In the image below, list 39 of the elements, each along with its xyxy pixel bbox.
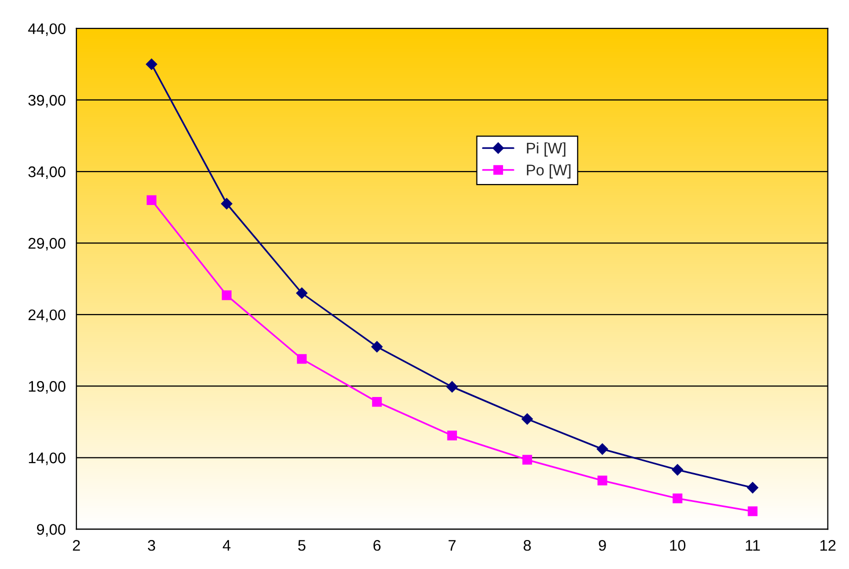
y-tick-label: 9,00	[36, 524, 66, 537]
point	[146, 195, 156, 205]
y-tick-label: 19,00	[28, 380, 66, 394]
x-tick-label: 6	[373, 540, 381, 551]
point	[747, 482, 758, 494]
point	[221, 198, 232, 210]
x-tick-label: 5	[298, 540, 306, 551]
point	[596, 443, 608, 455]
point	[296, 288, 308, 299]
x-tick-label: 2	[72, 540, 80, 551]
x-tick-label: 11	[746, 540, 760, 551]
x-tick-label: 9	[598, 540, 606, 551]
x-tick-label: 4	[222, 540, 230, 551]
x-tick-label: 10	[670, 540, 686, 551]
y-tick-label: 14,00	[28, 452, 66, 466]
point	[296, 354, 307, 364]
y-tick-label: 34,00	[28, 166, 66, 180]
point	[371, 341, 383, 352]
point	[748, 506, 758, 516]
x-tick-label: 12	[820, 540, 836, 551]
point	[446, 381, 458, 392]
point	[522, 413, 533, 425]
point	[447, 430, 457, 440]
y-tick-label: 39,00	[28, 94, 66, 108]
y-tick-label: 24,00	[28, 309, 66, 322]
point	[672, 464, 684, 476]
point	[598, 476, 608, 486]
legend-label: Pi [W]	[526, 142, 566, 157]
x-tick-label: 8	[524, 540, 531, 551]
x-tick-label: 7	[448, 540, 456, 551]
point	[672, 494, 682, 504]
x-tick-label: 3	[148, 540, 156, 551]
point	[146, 58, 158, 70]
legend-label: Po [W]	[526, 164, 570, 178]
y-tick-label: 29,00	[28, 238, 66, 251]
point	[522, 454, 532, 465]
point	[372, 396, 382, 407]
point	[222, 290, 232, 300]
y-tick-label: 44,00	[28, 23, 66, 36]
